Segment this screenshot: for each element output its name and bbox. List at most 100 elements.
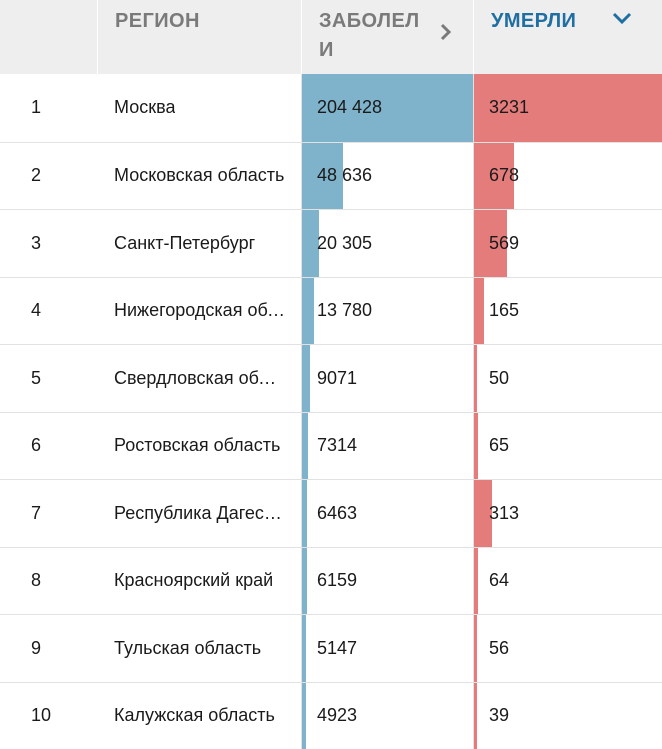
cases-cell: 6159 xyxy=(301,548,473,615)
deaths-value: 3231 xyxy=(489,97,529,118)
chevron-right-icon[interactable] xyxy=(440,21,452,50)
region-cell: Санкт-Петербург xyxy=(97,210,301,277)
cases-value: 6159 xyxy=(317,570,357,591)
cases-bar xyxy=(302,278,314,345)
region-name: Москва xyxy=(114,97,175,118)
deaths-column-header[interactable]: УМЕРЛИ xyxy=(473,0,662,74)
cases-cell: 7314 xyxy=(301,413,473,480)
deaths-bar xyxy=(474,278,484,345)
rank-cell: 6 xyxy=(0,413,97,480)
rank-cell: 3 xyxy=(0,210,97,277)
rank-cell: 2 xyxy=(0,143,97,210)
deaths-value: 39 xyxy=(489,705,509,726)
cases-value: 5147 xyxy=(317,638,357,659)
table-row[interactable]: 4 Нижегородская область 13 780 165 xyxy=(0,277,662,345)
deaths-cell: 678 xyxy=(473,143,662,210)
region-cell: Ростовская область xyxy=(97,413,301,480)
cases-value: 13 780 xyxy=(317,300,372,321)
deaths-bar xyxy=(474,548,478,615)
deaths-column-label: УМЕРЛИ xyxy=(491,7,662,36)
deaths-bar xyxy=(474,413,478,480)
cases-cell: 4923 xyxy=(301,683,473,749)
deaths-cell: 39 xyxy=(473,683,662,749)
cases-column-header[interactable]: ЗАБОЛЕЛИ xyxy=(301,0,473,74)
region-name: Нижегородская область xyxy=(114,300,286,321)
region-name: Калужская область xyxy=(114,705,275,726)
region-name: Тульская область xyxy=(114,638,261,659)
cases-cell: 20 305 xyxy=(301,210,473,277)
rank-column-header xyxy=(0,0,97,74)
cases-cell: 5147 xyxy=(301,615,473,682)
cases-value: 4923 xyxy=(317,705,357,726)
region-column-header[interactable]: РЕГИОН xyxy=(97,0,301,74)
cases-value: 20 305 xyxy=(317,233,372,254)
rank-value: 2 xyxy=(31,165,41,186)
deaths-value: 65 xyxy=(489,435,509,456)
table-row[interactable]: 2 Московская область 48 636 678 xyxy=(0,142,662,210)
cases-bar xyxy=(302,548,307,615)
deaths-value: 56 xyxy=(489,638,509,659)
region-cell: Республика Дагестан xyxy=(97,480,301,547)
cases-cell: 13 780 xyxy=(301,278,473,345)
deaths-bar xyxy=(474,345,477,412)
region-column-label: РЕГИОН xyxy=(115,7,227,36)
table-row[interactable]: 10 Калужская область 4923 39 xyxy=(0,682,662,749)
region-cell: Свердловская область xyxy=(97,345,301,412)
cases-cell: 6463 xyxy=(301,480,473,547)
cases-bar xyxy=(302,683,306,749)
rank-cell: 7 xyxy=(0,480,97,547)
deaths-cell: 165 xyxy=(473,278,662,345)
cases-cell: 204 428 xyxy=(301,74,473,142)
cases-bar xyxy=(302,345,310,412)
region-name: Санкт-Петербург xyxy=(114,233,255,254)
cases-bar xyxy=(302,413,308,480)
table-row[interactable]: 5 Свердловская область 9071 50 xyxy=(0,344,662,412)
region-name: Республика Дагестан xyxy=(114,503,286,524)
rank-cell: 1 xyxy=(0,74,97,142)
table-row[interactable]: 1 Москва 204 428 3231 xyxy=(0,74,662,142)
cases-cell: 9071 xyxy=(301,345,473,412)
rank-value: 8 xyxy=(31,570,41,591)
deaths-cell: 569 xyxy=(473,210,662,277)
cases-bar xyxy=(302,480,307,547)
rank-cell: 4 xyxy=(0,278,97,345)
chevron-down-icon[interactable] xyxy=(612,5,632,34)
table-row[interactable]: 3 Санкт-Петербург 20 305 569 xyxy=(0,209,662,277)
region-cell: Московская область xyxy=(97,143,301,210)
deaths-cell: 64 xyxy=(473,548,662,615)
cases-cell: 48 636 xyxy=(301,143,473,210)
table-row[interactable]: 7 Республика Дагестан 6463 313 xyxy=(0,479,662,547)
rank-value: 3 xyxy=(31,233,41,254)
rank-value: 10 xyxy=(31,705,51,726)
region-name: Свердловская область xyxy=(114,368,286,389)
rank-value: 7 xyxy=(31,503,41,524)
deaths-value: 678 xyxy=(489,165,519,186)
rank-cell: 10 xyxy=(0,683,97,749)
deaths-value: 165 xyxy=(489,300,519,321)
region-name: Московская область xyxy=(114,165,284,186)
rank-cell: 8 xyxy=(0,548,97,615)
region-name: Красноярский край xyxy=(114,570,273,591)
deaths-bar xyxy=(474,615,477,682)
region-cell: Нижегородская область xyxy=(97,278,301,345)
rank-cell: 5 xyxy=(0,345,97,412)
deaths-cell: 3231 xyxy=(473,74,662,142)
region-cell: Тульская область xyxy=(97,615,301,682)
region-cell: Москва xyxy=(97,74,301,142)
deaths-value: 569 xyxy=(489,233,519,254)
table-row[interactable]: 8 Красноярский край 6159 64 xyxy=(0,547,662,615)
deaths-cell: 50 xyxy=(473,345,662,412)
deaths-cell: 56 xyxy=(473,615,662,682)
deaths-cell: 65 xyxy=(473,413,662,480)
deaths-cell: 313 xyxy=(473,480,662,547)
cases-value: 9071 xyxy=(317,368,357,389)
cases-bar xyxy=(302,615,306,682)
deaths-value: 64 xyxy=(489,570,509,591)
rank-value: 1 xyxy=(31,97,41,118)
deaths-value: 313 xyxy=(489,503,519,524)
cases-value: 204 428 xyxy=(317,97,382,118)
